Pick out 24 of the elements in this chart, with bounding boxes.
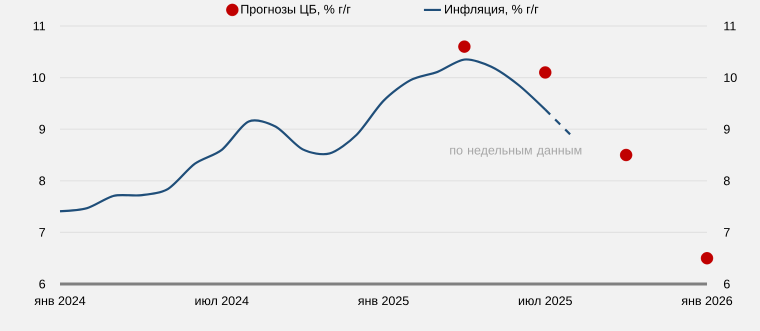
point — [539, 66, 552, 79]
y-tick-label: 8 — [39, 176, 46, 186]
x-tick-label: июл 2025 — [518, 296, 572, 306]
point — [458, 40, 471, 53]
y2-tick-label: 6 — [724, 280, 730, 288]
y-tick-label: 10 — [32, 73, 46, 82]
x-tick-label: янв 2025 — [358, 296, 409, 306]
y-tick-label: 9 — [39, 124, 46, 134]
legend-label: Инфляция, % г/г — [445, 4, 538, 16]
y-tick-label: 6 — [39, 280, 46, 288]
y2-tick-label: 7 — [724, 228, 730, 237]
x-tick-label: янв 2026 — [681, 296, 732, 306]
x-tick-label: июл 2024 — [195, 296, 249, 306]
x-tick-label: янв 2024 — [34, 296, 86, 306]
y2-tick-label: 10 — [724, 73, 737, 82]
annotation: по недельным данным — [450, 148, 582, 157]
point — [620, 148, 632, 162]
point — [700, 252, 714, 264]
y2-tick-label: 11 — [724, 22, 736, 30]
y-tick-label: 11 — [34, 22, 46, 30]
y2-tick-label: 8 — [724, 176, 730, 186]
y2-tick-label: 9 — [724, 124, 730, 134]
legend-label: Прогнозы ЦБ, % г/г — [241, 4, 350, 16]
y-tick-label: 7 — [39, 228, 46, 237]
